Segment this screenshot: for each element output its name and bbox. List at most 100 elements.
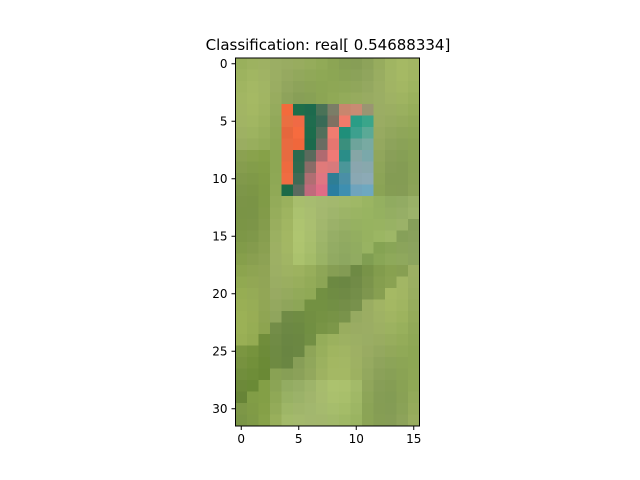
y-tick-label-5: 5 <box>220 114 228 128</box>
pixel-4-10 <box>350 104 363 116</box>
pixel-30-4 <box>281 403 294 415</box>
pixel-1-5 <box>293 69 305 82</box>
pixel-0-10 <box>350 58 363 70</box>
pixel-23-3 <box>270 322 282 335</box>
pixel-4-8 <box>327 104 340 116</box>
pixel-17-9 <box>339 253 351 266</box>
pixel-3-10 <box>350 92 363 105</box>
pixel-10-4 <box>281 173 294 185</box>
pixel-2-7 <box>316 81 328 93</box>
pixel-28-14 <box>396 380 409 392</box>
pixel-11-5 <box>293 184 305 197</box>
pixel-12-6 <box>304 196 317 208</box>
pixel-12-0 <box>235 196 248 208</box>
pixel-30-5 <box>293 403 305 415</box>
pixel-7-5 <box>293 138 305 151</box>
pixel-4-15 <box>408 104 420 116</box>
pixel-29-0 <box>235 391 248 404</box>
pixel-14-5 <box>293 219 305 231</box>
pixel-1-3 <box>270 69 282 82</box>
pixel-7-11 <box>362 138 374 151</box>
pixel-18-4 <box>281 265 294 277</box>
pixel-3-8 <box>327 92 340 105</box>
pixel-3-15 <box>408 92 420 105</box>
pixel-10-2 <box>258 173 271 185</box>
y-tick-label-15: 15 <box>212 229 227 243</box>
pixel-29-4 <box>281 391 294 404</box>
pixel-21-5 <box>293 299 305 312</box>
pixel-27-5 <box>293 368 305 381</box>
pixel-26-3 <box>270 357 282 369</box>
pixel-20-15 <box>408 288 420 300</box>
pixel-19-6 <box>304 276 317 289</box>
pixel-12-8 <box>327 196 340 208</box>
heatmap-image <box>235 58 420 427</box>
pixel-17-15 <box>408 253 420 266</box>
pixel-12-4 <box>281 196 294 208</box>
pixel-6-7 <box>316 127 328 139</box>
pixel-29-5 <box>293 391 305 404</box>
pixel-31-13 <box>385 414 397 427</box>
pixel-26-12 <box>373 357 386 369</box>
pixel-25-9 <box>339 345 351 358</box>
pixel-15-14 <box>396 230 409 243</box>
pixel-20-9 <box>339 288 351 300</box>
pixel-0-7 <box>316 58 328 70</box>
pixel-17-1 <box>247 253 259 266</box>
pixel-7-0 <box>235 138 248 151</box>
pixel-0-13 <box>385 58 397 70</box>
pixel-12-15 <box>408 196 420 208</box>
pixel-6-6 <box>304 127 317 139</box>
pixel-31-2 <box>258 414 271 427</box>
pixel-27-0 <box>235 368 248 381</box>
pixel-14-7 <box>316 219 328 231</box>
pixel-12-1 <box>247 196 259 208</box>
pixel-16-13 <box>385 242 397 254</box>
pixel-22-9 <box>339 311 351 323</box>
pixel-23-12 <box>373 322 386 335</box>
pixel-24-4 <box>281 334 294 346</box>
pixel-4-5 <box>293 104 305 116</box>
pixel-24-8 <box>327 334 340 346</box>
pixel-25-2 <box>258 345 271 358</box>
pixel-27-9 <box>339 368 351 381</box>
pixel-14-12 <box>373 219 386 231</box>
pixel-4-11 <box>362 104 374 116</box>
pixel-4-4 <box>281 104 294 116</box>
pixel-31-12 <box>373 414 386 427</box>
pixel-11-10 <box>350 184 363 197</box>
pixel-23-11 <box>362 322 374 335</box>
pixel-31-9 <box>339 414 351 427</box>
pixel-22-2 <box>258 311 271 323</box>
pixel-2-15 <box>408 81 420 93</box>
pixel-21-9 <box>339 299 351 312</box>
pixel-25-15 <box>408 345 420 358</box>
pixel-4-9 <box>339 104 351 116</box>
pixel-12-9 <box>339 196 351 208</box>
pixel-12-5 <box>293 196 305 208</box>
pixel-11-12 <box>373 184 386 197</box>
pixel-18-1 <box>247 265 259 277</box>
pixel-7-9 <box>339 138 351 151</box>
pixel-19-13 <box>385 276 397 289</box>
pixel-29-15 <box>408 391 420 404</box>
pixel-10-9 <box>339 173 351 185</box>
pixel-16-3 <box>270 242 282 254</box>
pixel-11-0 <box>235 184 248 197</box>
pixel-15-13 <box>385 230 397 243</box>
pixel-26-8 <box>327 357 340 369</box>
pixel-19-15 <box>408 276 420 289</box>
pixel-4-1 <box>247 104 259 116</box>
pixel-0-3 <box>270 58 282 70</box>
pixel-9-2 <box>258 161 271 174</box>
pixel-7-15 <box>408 138 420 151</box>
pixel-24-15 <box>408 334 420 346</box>
pixel-7-8 <box>327 138 340 151</box>
pixel-26-15 <box>408 357 420 369</box>
y-axis: 0 5 10 15 20 25 30 <box>212 57 236 416</box>
pixel-30-3 <box>270 403 282 415</box>
pixel-22-13 <box>385 311 397 323</box>
pixel-25-7 <box>316 345 328 358</box>
pixel-8-7 <box>316 150 328 162</box>
pixel-0-9 <box>339 58 351 70</box>
